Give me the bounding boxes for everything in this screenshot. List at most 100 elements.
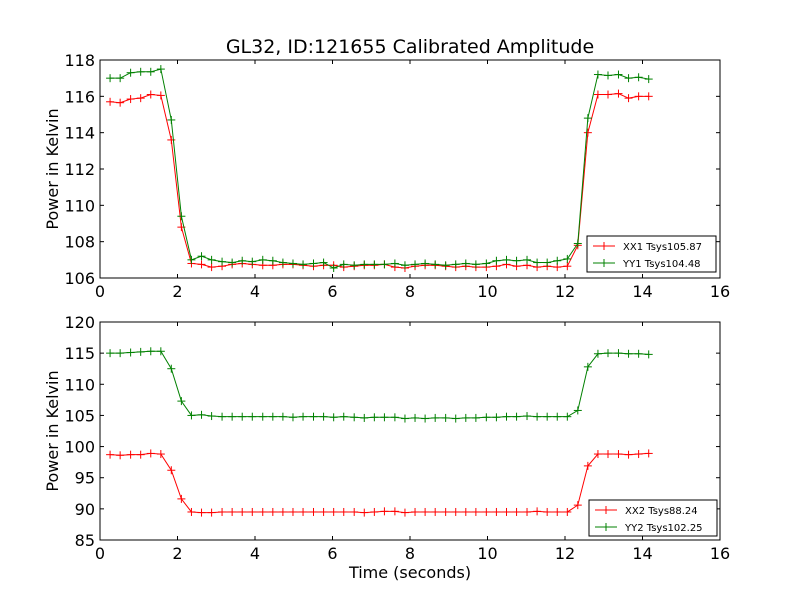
data-point-marker (299, 412, 308, 421)
data-point-marker (238, 507, 247, 516)
series-line (110, 350, 649, 420)
y-tick-label: 118 (64, 51, 95, 70)
data-point-marker (583, 114, 592, 123)
data-point-marker (583, 128, 592, 137)
data-point-marker (370, 413, 379, 422)
data-point-marker (431, 413, 440, 422)
y-tick-label: 106 (64, 269, 95, 288)
y-tick-label: 110 (64, 375, 95, 394)
data-point-marker (177, 397, 186, 406)
data-point-marker (604, 90, 613, 99)
x-tick-label: 4 (250, 544, 260, 563)
plot-frame (99, 59, 721, 279)
data-point-marker (573, 406, 582, 415)
y-tick-label: 90 (75, 500, 95, 519)
data-point-marker (207, 412, 216, 421)
data-point-marker (593, 349, 602, 358)
y-tick-label: 115 (64, 344, 95, 363)
data-point-marker (278, 258, 287, 267)
data-point-marker (593, 90, 602, 99)
data-point-marker (136, 67, 145, 76)
series-red (106, 449, 653, 517)
data-point-marker (146, 90, 155, 99)
data-point-marker (624, 349, 633, 358)
x-tick-label: 2 (172, 282, 182, 301)
data-point-marker (604, 71, 613, 80)
data-point-marker (319, 507, 328, 516)
data-point-marker (167, 115, 176, 124)
y-tick-label: 108 (64, 233, 95, 252)
x-tick-label: 12 (555, 282, 575, 301)
data-point-marker (197, 508, 206, 517)
y-tick-label: 110 (64, 196, 95, 215)
y-tick-label: 100 (64, 438, 95, 457)
x-tick-label: 12 (555, 544, 575, 563)
data-point-marker (370, 260, 379, 269)
data-point-marker (614, 450, 623, 459)
data-point-marker (350, 507, 359, 516)
data-point-marker (167, 466, 176, 475)
data-point-marker (380, 260, 389, 269)
data-point-marker (563, 262, 572, 271)
data-point-marker (136, 94, 145, 103)
data-point-marker (248, 412, 257, 421)
data-point-marker (167, 135, 176, 144)
data-point-marker (634, 73, 643, 82)
data-point-marker (116, 98, 125, 107)
data-point-marker (451, 507, 460, 516)
data-point-marker (329, 264, 338, 273)
data-point-marker (370, 507, 379, 516)
data-point-marker (268, 412, 277, 421)
legend-item: XX2 Tsys88.24 (595, 506, 698, 517)
data-point-marker (411, 260, 420, 269)
data-point-marker (644, 75, 653, 84)
data-point-marker (360, 260, 369, 269)
data-point-marker (146, 67, 155, 76)
data-point-marker (624, 74, 633, 83)
data-point-marker (441, 261, 450, 270)
data-point-marker (106, 97, 115, 106)
data-point-marker (523, 412, 532, 421)
data-point-marker (634, 92, 643, 101)
data-point-marker (461, 259, 470, 268)
data-point-marker (126, 68, 135, 77)
y-tick-label: 105 (64, 406, 95, 425)
data-point-marker (218, 257, 227, 266)
data-point-marker (288, 413, 297, 422)
data-point-marker (471, 413, 480, 422)
x-tick-label: 10 (477, 282, 497, 301)
x-tick-label: 6 (327, 282, 337, 301)
data-point-marker (644, 449, 653, 458)
data-point-marker (553, 412, 562, 421)
data-point-marker (644, 350, 653, 359)
x-tick-label: 4 (250, 282, 260, 301)
data-point-marker (299, 507, 308, 516)
data-point-marker (207, 508, 216, 517)
x-tick-label: 14 (632, 282, 652, 301)
y-tick-label: 112 (64, 160, 95, 179)
data-point-marker (167, 364, 176, 373)
y-tick-label: 116 (64, 87, 95, 106)
data-point-marker (156, 91, 165, 100)
data-point-marker (523, 507, 532, 516)
data-point-marker (512, 412, 521, 421)
legend: XX1 Tsys105.87 YY1 Tsys104.48 (586, 235, 717, 273)
data-point-marker (228, 412, 237, 421)
data-point-marker (177, 494, 186, 503)
data-point-marker (116, 451, 125, 460)
data-point-marker (400, 261, 409, 270)
data-point-marker (533, 412, 542, 421)
data-point-marker (380, 413, 389, 422)
data-point-marker (461, 413, 470, 422)
legend-item: XX1 Tsys105.87 (593, 242, 702, 253)
data-point-marker (146, 449, 155, 458)
data-point-marker (492, 413, 501, 422)
data-point-marker (523, 255, 532, 264)
data-point-marker (228, 507, 237, 516)
data-point-marker (187, 507, 196, 516)
data-point-marker (451, 414, 460, 423)
data-point-marker (543, 507, 552, 516)
data-point-marker (268, 256, 277, 265)
data-point-marker (329, 507, 338, 516)
